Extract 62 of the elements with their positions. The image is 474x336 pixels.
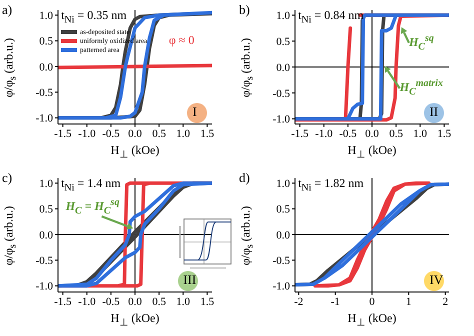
y-tick-label: 0.0 bbox=[276, 62, 290, 74]
x-axis-title: H$_{⊥}$ (kOe) bbox=[346, 311, 398, 328]
y-tick-label: 1.0 bbox=[276, 178, 290, 190]
annotation: t$_{Ni}$ = 0.35 nm bbox=[61, 8, 127, 26]
x-tick-label: 0 bbox=[369, 296, 376, 308]
chart-title: a) bbox=[2, 2, 12, 18]
y-tick-label: 0.0 bbox=[39, 61, 54, 74]
x-tick-label: 0.0 bbox=[365, 128, 380, 140]
x-tick-label: 1 bbox=[406, 296, 412, 308]
x-tick-label: 1.5 bbox=[200, 128, 215, 140]
x-axis-title: H$_{⊥}$ (kOe) bbox=[110, 311, 160, 328]
annotation: III bbox=[183, 272, 196, 288]
y-tick-label: -0.5 bbox=[272, 88, 290, 100]
x-tick-label: 0.5 bbox=[152, 128, 166, 140]
y-tick-label: -0.5 bbox=[272, 255, 290, 268]
annotation: φ ≈ 0 bbox=[168, 32, 194, 48]
chart-title: d) bbox=[239, 170, 250, 186]
x-tick-label: -1.5 bbox=[291, 128, 310, 140]
chart-title: c) bbox=[2, 170, 12, 186]
x-tick-label: -1 bbox=[330, 296, 340, 308]
y-tick-label: 1.0 bbox=[276, 10, 290, 22]
x-tick-label: 1.5 bbox=[200, 296, 215, 308]
x-tick-label: -0.5 bbox=[102, 128, 120, 140]
annotation: t$_{Ni}$ = 1.82 nm bbox=[298, 176, 364, 194]
y-tick-label: -1.0 bbox=[272, 114, 290, 126]
x-tick-label: -1.0 bbox=[78, 128, 96, 140]
annotation: I bbox=[192, 104, 197, 120]
y-tick-label: 0.0 bbox=[276, 229, 290, 242]
x-tick-label: 1.0 bbox=[176, 128, 190, 140]
x-tick-label: 0.0 bbox=[128, 296, 142, 308]
y-tick-label: 0.5 bbox=[276, 204, 290, 216]
y-tick-label: -1.0 bbox=[36, 112, 54, 125]
y-tick-label: 0.5 bbox=[276, 36, 290, 48]
annotation: IV bbox=[429, 272, 444, 288]
x-tick-label: 0.0 bbox=[128, 128, 142, 140]
x-tick-label: -0.5 bbox=[102, 296, 120, 308]
x-tick-label: 1.5 bbox=[437, 128, 452, 140]
x-axis-title: H$_{⊥}$ (kOe) bbox=[110, 143, 160, 160]
x-tick-label: -2 bbox=[294, 296, 304, 308]
y-tick-label: 1.0 bbox=[39, 178, 54, 190]
x-tick-label: 0.5 bbox=[152, 296, 166, 308]
x-tick-label: -1.0 bbox=[78, 296, 96, 308]
x-tick-label: 2 bbox=[442, 296, 448, 308]
x-tick-label: -1.5 bbox=[54, 128, 72, 140]
x-tick-label: 1.0 bbox=[413, 128, 428, 140]
x-tick-label: -0.5 bbox=[339, 128, 358, 140]
y-tick-label: -0.5 bbox=[36, 255, 54, 268]
y-tick-label: 0.5 bbox=[39, 36, 54, 48]
x-axis-title: H$_{⊥}$ (kOe) bbox=[346, 143, 398, 160]
x-tick-label: 0.5 bbox=[389, 128, 404, 140]
y-tick-label: -0.5 bbox=[36, 87, 54, 100]
x-tick-label: 1.0 bbox=[176, 296, 190, 308]
y-tick-label: -1.0 bbox=[272, 280, 290, 293]
annotation: t$_{Ni}$ = 1.4 nm bbox=[61, 176, 121, 194]
y-tick-label: 0.0 bbox=[39, 229, 54, 242]
y-tick-label: 1.0 bbox=[39, 10, 54, 22]
x-tick-label: -1.5 bbox=[54, 296, 72, 308]
y-tick-label: 0.5 bbox=[39, 204, 54, 216]
x-tick-label: -1.0 bbox=[315, 128, 334, 140]
y-tick-label: -1.0 bbox=[36, 280, 54, 293]
chart-title: b) bbox=[239, 2, 250, 18]
annotation: II bbox=[429, 104, 438, 120]
